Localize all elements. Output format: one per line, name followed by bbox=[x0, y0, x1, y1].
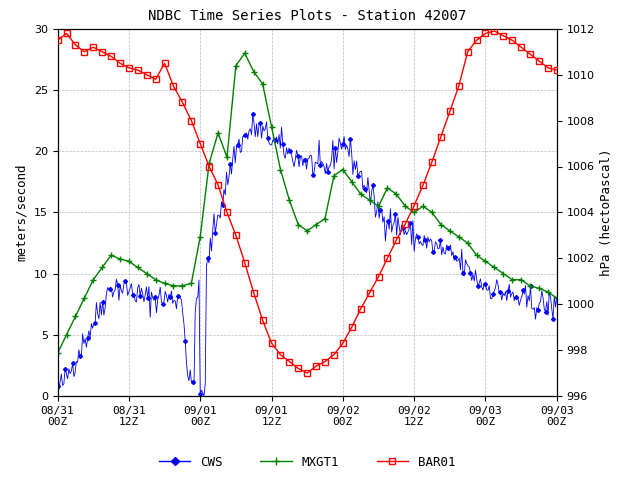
Legend: CWS, MXGT1, BAR01: CWS, MXGT1, BAR01 bbox=[154, 451, 460, 474]
Y-axis label: hPa (hectoPascal): hPa (hectoPascal) bbox=[600, 149, 613, 276]
Title: NDBC Time Series Plots - Station 42007: NDBC Time Series Plots - Station 42007 bbox=[148, 10, 467, 24]
Y-axis label: meters/second: meters/second bbox=[15, 164, 28, 261]
